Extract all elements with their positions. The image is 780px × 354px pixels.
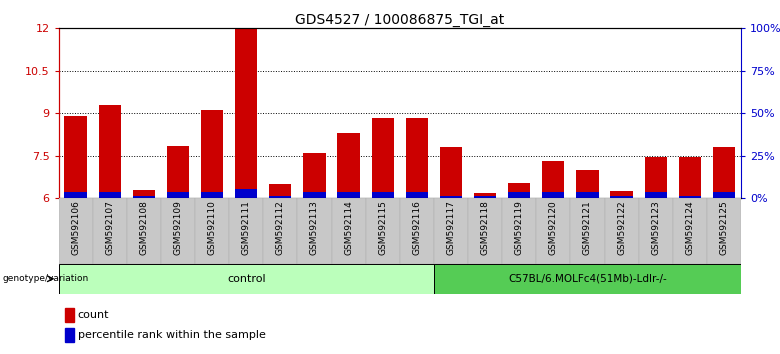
Text: GSM592114: GSM592114 <box>344 200 353 255</box>
Bar <box>713 192 735 198</box>
Text: GSM592108: GSM592108 <box>140 200 148 255</box>
Text: count: count <box>78 310 109 320</box>
Bar <box>93 198 126 264</box>
Text: GSM592111: GSM592111 <box>242 200 250 255</box>
Text: GSM592115: GSM592115 <box>378 200 387 255</box>
Text: GSM592113: GSM592113 <box>310 200 319 255</box>
Bar <box>98 105 121 198</box>
Bar <box>502 198 537 264</box>
Bar <box>468 198 502 264</box>
Bar <box>229 198 264 264</box>
Bar <box>66 328 73 342</box>
Bar <box>434 264 741 294</box>
Text: GSM592117: GSM592117 <box>446 200 456 255</box>
Bar <box>235 28 257 198</box>
Bar <box>167 146 189 198</box>
Bar <box>66 308 73 322</box>
Text: GSM592124: GSM592124 <box>686 200 694 255</box>
Bar <box>58 198 93 264</box>
Bar <box>644 192 667 198</box>
Bar <box>126 198 161 264</box>
Bar <box>434 198 468 264</box>
Bar <box>338 192 360 198</box>
Bar <box>713 147 735 198</box>
Bar <box>604 198 639 264</box>
Text: GSM592121: GSM592121 <box>583 200 592 255</box>
Bar <box>639 198 672 264</box>
Bar <box>508 192 530 198</box>
Bar <box>264 198 297 264</box>
Text: GSM592120: GSM592120 <box>549 200 558 255</box>
Text: GSM592123: GSM592123 <box>651 200 660 255</box>
Bar <box>366 198 399 264</box>
Text: GSM592107: GSM592107 <box>105 200 114 255</box>
Bar <box>303 192 325 198</box>
Bar <box>201 192 223 198</box>
Bar <box>65 116 87 198</box>
Bar <box>371 118 394 198</box>
Text: GSM592122: GSM592122 <box>617 200 626 255</box>
Bar <box>371 192 394 198</box>
Bar <box>542 192 565 198</box>
Text: percentile rank within the sample: percentile rank within the sample <box>78 330 265 339</box>
Bar <box>570 198 604 264</box>
Bar <box>644 157 667 198</box>
Bar <box>297 198 332 264</box>
Bar <box>440 196 462 198</box>
Text: GSM592125: GSM592125 <box>719 200 729 255</box>
Bar <box>440 147 462 198</box>
Bar <box>474 196 496 198</box>
Bar <box>269 196 292 198</box>
Text: control: control <box>227 274 265 284</box>
Text: GSM592106: GSM592106 <box>71 200 80 255</box>
Bar <box>338 133 360 198</box>
Text: GSM592112: GSM592112 <box>276 200 285 255</box>
Bar <box>672 198 707 264</box>
Bar <box>406 118 428 198</box>
Bar <box>303 153 325 198</box>
Bar <box>537 198 570 264</box>
Bar <box>58 264 434 294</box>
Bar <box>542 161 565 198</box>
Bar <box>167 192 189 198</box>
Bar <box>611 196 633 198</box>
Bar <box>707 198 741 264</box>
Text: genotype/variation: genotype/variation <box>3 274 89 283</box>
Text: GSM592119: GSM592119 <box>515 200 523 255</box>
Text: GSM592110: GSM592110 <box>207 200 217 255</box>
Bar <box>161 198 195 264</box>
Bar <box>269 184 292 198</box>
Title: GDS4527 / 100086875_TGI_at: GDS4527 / 100086875_TGI_at <box>295 13 505 27</box>
Bar <box>611 191 633 198</box>
Text: GSM592116: GSM592116 <box>413 200 421 255</box>
Bar <box>235 189 257 198</box>
Bar <box>679 157 701 198</box>
Bar <box>576 170 598 198</box>
Text: GSM592118: GSM592118 <box>480 200 490 255</box>
Bar <box>508 183 530 198</box>
Bar <box>65 192 87 198</box>
Bar <box>133 196 155 198</box>
Text: GSM592109: GSM592109 <box>173 200 183 255</box>
Bar <box>201 110 223 198</box>
Bar <box>133 190 155 198</box>
Bar <box>195 198 229 264</box>
Bar <box>399 198 434 264</box>
Bar <box>98 192 121 198</box>
Bar <box>576 192 598 198</box>
Bar <box>474 193 496 198</box>
Bar <box>679 196 701 198</box>
Bar <box>332 198 366 264</box>
Text: C57BL/6.MOLFc4(51Mb)-Ldlr-/-: C57BL/6.MOLFc4(51Mb)-Ldlr-/- <box>508 274 667 284</box>
Bar <box>406 192 428 198</box>
